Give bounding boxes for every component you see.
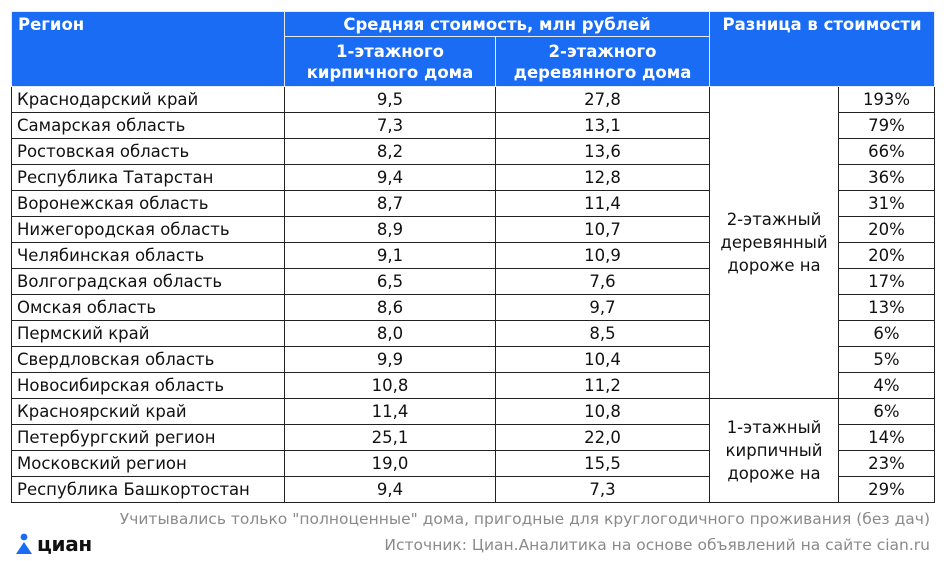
table-row: Воронежская область 8,7 11,4 31% [11,190,936,217]
wood-price-cell: 9,7 [494,294,711,321]
cian-logo: циан [14,532,92,556]
region-cell: Воронежская область [11,190,285,217]
difference-cell: 23% [838,450,936,477]
table-header: Регион Средняя стоимость, млн рублей Раз… [11,11,936,87]
wood-price-cell: 22,0 [494,424,711,451]
brick-price-cell: 25,1 [284,424,496,451]
difference-cell: 4% [838,372,936,399]
region-cell: Московский регион [11,450,285,477]
brick-price-cell: 9,1 [284,242,496,269]
table-row: Ростовская область 8,2 13,6 66% [11,138,936,165]
region-cell: Петербургский регион [11,424,285,451]
difference-cell: 13% [838,294,936,321]
difference-header: Разница в стоимости [709,11,936,87]
region-cell: Республика Башкортостан [11,476,285,503]
table-row: Омская область 8,6 9,7 13% [11,294,936,321]
footnote: Учитывались только "полноценные" дома, п… [119,510,930,528]
region-cell: Свердловская область [11,346,285,373]
brick-price-cell: 8,9 [284,216,496,243]
region-cell: Краснодарский край [11,86,285,113]
avg-cost-header: Средняя стоимость, млн рублей [283,11,711,37]
region-cell: Пермский край [11,320,285,347]
wood-price-cell: 13,1 [494,112,711,139]
region-cell: Ростовская область [11,138,285,165]
wood-price-cell: 10,9 [494,242,711,269]
wood-price-cell: 11,2 [494,372,711,399]
wooden-house-header: 2-этажного деревянного дома [494,36,711,87]
table-row: Самарская область 7,3 13,1 79% [11,112,936,139]
table-row: Республика Башкортостан 9,4 7,3 29% [11,476,936,503]
brick-price-cell: 8,2 [284,138,496,165]
table-row: Волгоградская область 6,5 7,6 17% [11,268,936,295]
table-row: Республика Татарстан 9,4 12,8 36% [11,164,936,191]
wood-price-cell: 7,3 [494,476,711,503]
wood-price-cell: 12,8 [494,164,711,191]
cian-logo-icon [16,533,32,554]
difference-cell: 66% [838,138,936,165]
difference-cell: 6% [838,320,936,347]
brick-price-cell: 7,3 [284,112,496,139]
brick-house-header: 1-этажного кирпичного дома [284,36,496,87]
region-cell: Красноярский край [11,398,285,425]
wood-price-cell: 11,4 [494,190,711,217]
table-row: Краснодарский край 9,5 27,8 2-этажный дерев… [11,86,936,399]
wood-price-cell: 10,7 [494,216,711,243]
brick-price-cell: 19,0 [284,450,496,477]
wood-price-cell: 15,5 [494,450,711,477]
brick-price-cell: 6,5 [284,268,496,295]
table-row: Красноярский край 11,4 10,8 1-этажный кирпи… [11,398,936,503]
source-note: Источник: Циан.Аналитика на основе объяв… [384,536,930,554]
region-cell: Самарская область [11,112,285,139]
difference-cell: 36% [838,164,936,191]
difference-cell: 79% [838,112,936,139]
brick-price-cell: 9,4 [284,476,496,503]
brick-price-cell: 11,4 [284,398,496,425]
region-cell: Нижегородская область [11,216,285,243]
table-row: Новосибирская область 10,8 11,2 4% [11,372,936,399]
wood-price-cell: 8,5 [494,320,711,347]
brick-price-cell: 8,0 [284,320,496,347]
difference-cell: 20% [838,242,936,269]
brick-price-cell: 9,9 [284,346,496,373]
region-cell: Республика Татарстан [11,164,285,191]
wood-price-cell: 27,8 [494,86,711,113]
table-row: Челябинская область 9,1 10,9 20% [11,242,936,269]
region-cell: Волгоградская область [11,268,285,295]
brick-price-cell: 10,8 [284,372,496,399]
difference-cell: 29% [838,476,936,503]
region-header: Регион [11,11,285,87]
price-comparison-table: Регион Средняя стоимость, млн рублей Раз… [11,11,936,503]
region-cell: Новосибирская область [11,372,285,399]
wood-price-cell: 7,6 [494,268,711,295]
brick-price-cell: 8,7 [284,190,496,217]
difference-cell: 5% [838,346,936,373]
table-row: Нижегородская область 8,9 10,7 20% [11,216,936,243]
cian-logo-text: циан [37,532,92,556]
brick-price-cell: 9,4 [284,164,496,191]
brick-price-cell: 9,5 [284,86,496,113]
difference-cell: 193% [838,86,936,113]
difference-cell: 17% [838,268,936,295]
table-row: Петербургский регион 25,1 22,0 14% [11,424,936,451]
table-body: Краснодарский край 9,5 27,8 2-этажный дерев… [11,86,936,503]
region-cell: Челябинская область [11,242,285,269]
wood-price-cell: 13,6 [494,138,711,165]
difference-cell: 31% [838,190,936,217]
difference-cell: 20% [838,216,936,243]
brick-price-cell: 8,6 [284,294,496,321]
brick-pricier-label: 1-этажный кирпичный дороже на [709,398,840,503]
difference-cell: 14% [838,424,936,451]
region-cell: Омская область [11,294,285,321]
difference-cell: 6% [838,398,936,425]
wood-price-cell: 10,8 [494,398,711,425]
wood-pricier-label: 2-этажный деревянный дороже на [709,86,840,399]
wood-price-cell: 10,4 [494,346,711,373]
